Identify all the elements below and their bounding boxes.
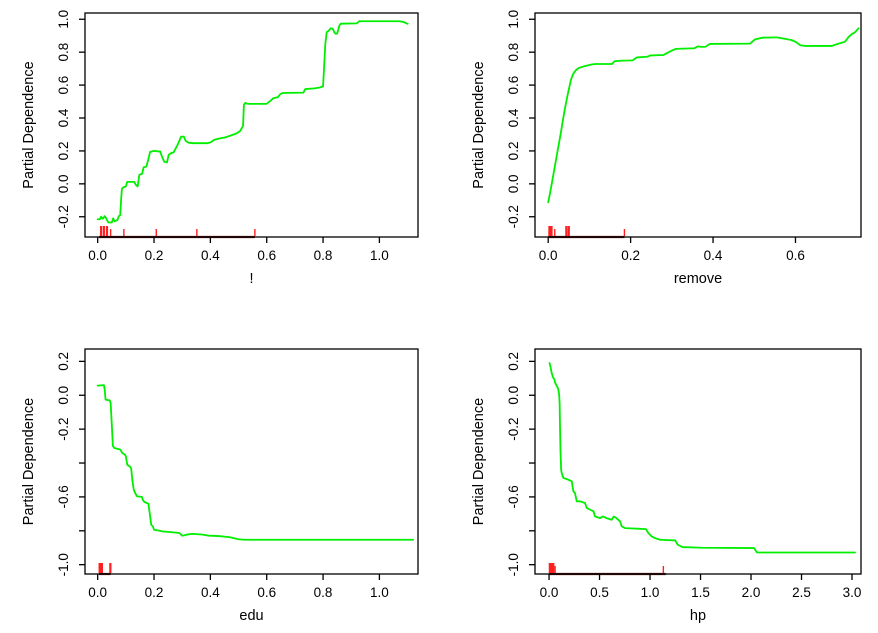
panel-bottom-right-hp: 0.0 0.5 1.0 1.5 2.0 2.5 3.0 0.2 0.0 -0.2 -0.6 -1.0 h… [471,348,862,624]
y-tick-label: 0.4 [506,108,521,127]
y-axis-title: Partial Dependence [471,398,487,525]
x-tick-label: 0.4 [201,248,220,263]
x-tick-label: 1.0 [370,248,389,263]
y-tick-label: 0.4 [56,108,71,127]
y-tick-label: -0.2 [506,205,521,228]
x-tick-label: 1.0 [641,585,660,600]
x-tick-label: 2.5 [792,585,811,600]
x-tick-label: 0.6 [257,585,276,600]
x-axis-title: edu [239,608,263,624]
x-tick-label: 3.0 [843,585,862,600]
x-axis-title: remove [674,271,722,287]
x-tick-label: 0.4 [704,248,723,263]
x-tick-label: 0.2 [145,248,164,263]
x-tick-label: 0.8 [314,585,333,600]
x-tick-label: 0.8 [314,248,333,263]
pd-curve [96,20,409,224]
pd-curve [548,362,856,554]
x-tick-label: 0.2 [145,585,164,600]
y-tick-label: -1.0 [506,553,521,576]
y-tick-label: -0.6 [56,485,71,508]
y-tick-label: -1.0 [56,553,71,576]
y-tick-label: -0.2 [506,418,521,441]
y-tick-label: 0.2 [506,142,521,161]
y-tick-label: 0.0 [506,386,521,405]
x-tick-label: 1.5 [691,585,710,600]
y-axis-title: Partial Dependence [21,61,37,188]
x-tick-label: 0.4 [201,585,220,600]
x-tick-label: 0.0 [540,585,559,600]
y-tick-label: 0.6 [506,76,521,95]
y-tick-label: -0.2 [56,205,71,228]
plot-box [84,12,419,238]
x-axis-title: ! [249,271,253,287]
x-tick-label: 1.0 [370,585,389,600]
plot-box [534,12,862,238]
y-tick-label: -0.6 [506,485,521,508]
x-tick-label: 0.6 [786,248,805,263]
x-tick-label: 0.0 [88,248,107,263]
y-axis-title: Partial Dependence [21,398,37,525]
panel-top-left-exclaim: 0.0 0.2 0.4 0.6 0.8 1.0 -0.2 0.0 0.2 0.4 0.6 0.8 1.0… [21,10,419,287]
pd-curve [547,27,860,204]
y-tick-label: 0.0 [56,174,71,193]
y-tick-label: 0.2 [506,352,521,371]
x-tick-label: 0.2 [621,248,640,263]
y-tick-label: 0.0 [506,174,521,193]
panel-top-right-remove: 0.0 0.2 0.4 0.6 -0.2 0.0 0.2 0.4 0.6 0.8 1.0 remove… [471,10,862,287]
plot-box [534,348,862,575]
x-tick-label: 0.5 [590,585,609,600]
y-tick-label: 0.8 [506,43,521,62]
plot-box [84,348,419,575]
x-tick-label: 2.0 [742,585,761,600]
y-tick-label: 0.8 [56,43,71,62]
pd-curve [96,384,415,541]
y-tick-label: 0.0 [56,386,71,405]
y-tick-label: -0.2 [56,418,71,441]
x-tick-label: 0.6 [257,248,276,263]
y-tick-label: 0.2 [56,142,71,161]
y-tick-label: 0.2 [56,352,71,371]
y-tick-label: 1.0 [56,10,71,29]
x-tick-label: 0.0 [88,585,107,600]
panel-bottom-left-edu: 0.0 0.2 0.4 0.6 0.8 1.0 0.2 0.0 -0.2 -0.6 -1.0 edu P… [21,348,419,624]
x-axis-title: hp [690,608,706,624]
y-axis-title: Partial Dependence [471,61,487,188]
y-tick-label: 1.0 [506,10,521,29]
x-tick-label: 0.0 [539,248,558,263]
y-tick-label: 0.6 [56,76,71,95]
